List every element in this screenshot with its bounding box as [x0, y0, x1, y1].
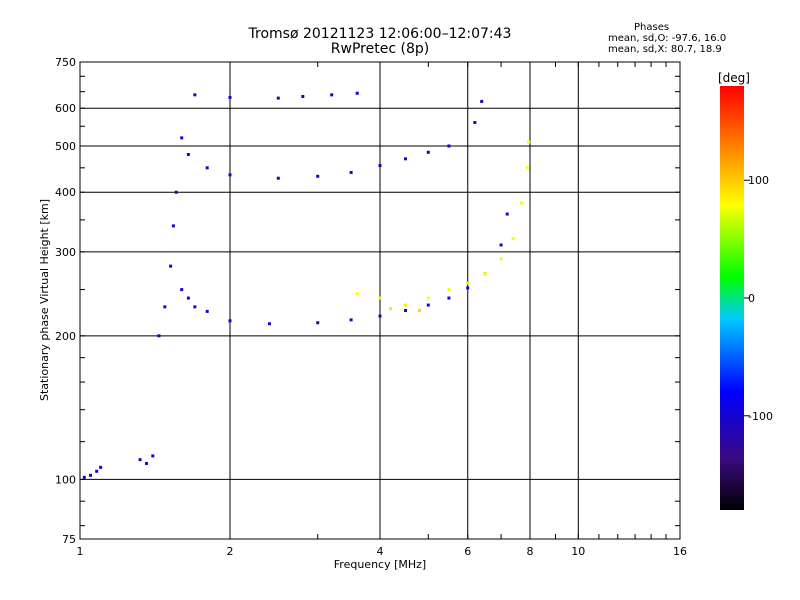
echo-point: [499, 243, 503, 247]
echo-point: [466, 286, 470, 290]
echo-point: [301, 94, 305, 98]
x-ticks: 1 2 4 6 8 10 16: [77, 62, 687, 558]
echo-point: [186, 296, 190, 300]
echo-point: [403, 308, 407, 312]
echo-point: [378, 314, 382, 318]
echo-point: [330, 93, 334, 97]
echo-point: [426, 150, 430, 154]
echo-point: [349, 318, 353, 322]
chart-title: Tromsø 20121123 12:06:00–12:07:43: [248, 26, 512, 42]
echo-point: [193, 305, 197, 309]
y-tick-label: 200: [55, 330, 76, 343]
echo-point: [193, 93, 197, 97]
colorbar-tick-label: -100: [748, 410, 773, 423]
y-tick-label: 600: [55, 102, 76, 115]
echo-point: [205, 166, 209, 170]
echo-point: [447, 296, 451, 300]
y-tick-label: 400: [55, 186, 76, 199]
stats-heading: Phases: [634, 22, 670, 33]
chart-subtitle: RwPretec (8p): [330, 41, 430, 57]
echo-point: [171, 224, 175, 228]
echo-point: [447, 144, 451, 148]
echo-point: [417, 308, 421, 312]
echo-point: [466, 281, 470, 285]
echo-point: [99, 465, 103, 469]
x-tick-label: 2: [227, 545, 234, 558]
echo-point: [426, 303, 430, 307]
echo-point: [174, 190, 178, 194]
echo-point: [355, 91, 359, 95]
x-axis-label: Frequency [MHz]: [334, 558, 426, 571]
echo-point: [525, 166, 529, 170]
echo-point: [316, 174, 320, 178]
echo-point: [267, 322, 271, 326]
echo-point: [82, 475, 86, 479]
grid: [80, 62, 680, 539]
echo-point: [349, 170, 353, 174]
y-tick-label: 300: [55, 246, 76, 259]
echo-point: [520, 201, 524, 205]
colorbar-tick-label: 0: [748, 292, 755, 305]
echo-point: [228, 319, 232, 323]
echo-point: [378, 296, 382, 300]
echo-point: [186, 152, 190, 156]
colorbar: [720, 86, 744, 510]
x-tick-label: 1: [77, 545, 84, 558]
x-tick-label: 6: [464, 545, 471, 558]
echo-point: [480, 99, 484, 103]
echo-point: [89, 473, 93, 477]
echo-point: [228, 173, 232, 177]
echo-point: [447, 288, 451, 292]
echo-point: [180, 288, 184, 292]
y-tick-label: 100: [55, 473, 76, 486]
data-points: [82, 91, 531, 479]
colorbar-ticks: 100 0 -100: [744, 174, 773, 423]
echo-point: [276, 96, 280, 100]
echo-point: [145, 461, 149, 465]
x-tick-label: 8: [527, 545, 534, 558]
x-tick-label: 10: [571, 545, 585, 558]
stats-line-o: mean, sd,O: -97.6, 16.0: [608, 33, 727, 44]
echo-point: [426, 296, 430, 300]
echo-point: [403, 157, 407, 161]
echo-point: [276, 176, 280, 180]
y-axis-label: Stationary phase Virtual Height [km]: [38, 199, 51, 401]
x-tick-label: 16: [673, 545, 687, 558]
echo-point: [95, 469, 99, 473]
echo-point: [138, 458, 142, 462]
echo-point: [499, 257, 503, 261]
echo-point: [403, 303, 407, 307]
y-tick-label: 75: [62, 533, 76, 546]
echo-point: [527, 140, 531, 144]
echo-point: [483, 272, 487, 276]
echo-point: [180, 136, 184, 140]
echo-point: [511, 236, 515, 240]
stats-line-x: mean, sd,X: 80.7, 18.9: [608, 44, 722, 55]
colorbar-tick-label: 100: [748, 174, 769, 187]
echo-point: [473, 121, 477, 125]
y-tick-label: 750: [55, 56, 76, 69]
y-ticks: 75 100 200 300 400 500 600 750: [55, 56, 680, 546]
echo-point: [228, 95, 232, 99]
echo-point: [169, 264, 173, 268]
echo-point: [316, 321, 320, 325]
echo-point: [151, 454, 155, 458]
y-tick-label: 500: [55, 140, 76, 153]
echo-point: [505, 212, 509, 216]
echo-point: [355, 292, 359, 296]
echo-point: [157, 334, 161, 338]
echo-point: [205, 309, 209, 313]
x-tick-label: 4: [377, 545, 384, 558]
echo-point: [389, 307, 393, 311]
echo-point: [378, 164, 382, 168]
echo-point: [163, 305, 167, 309]
colorbar-label: [deg]: [718, 71, 750, 85]
